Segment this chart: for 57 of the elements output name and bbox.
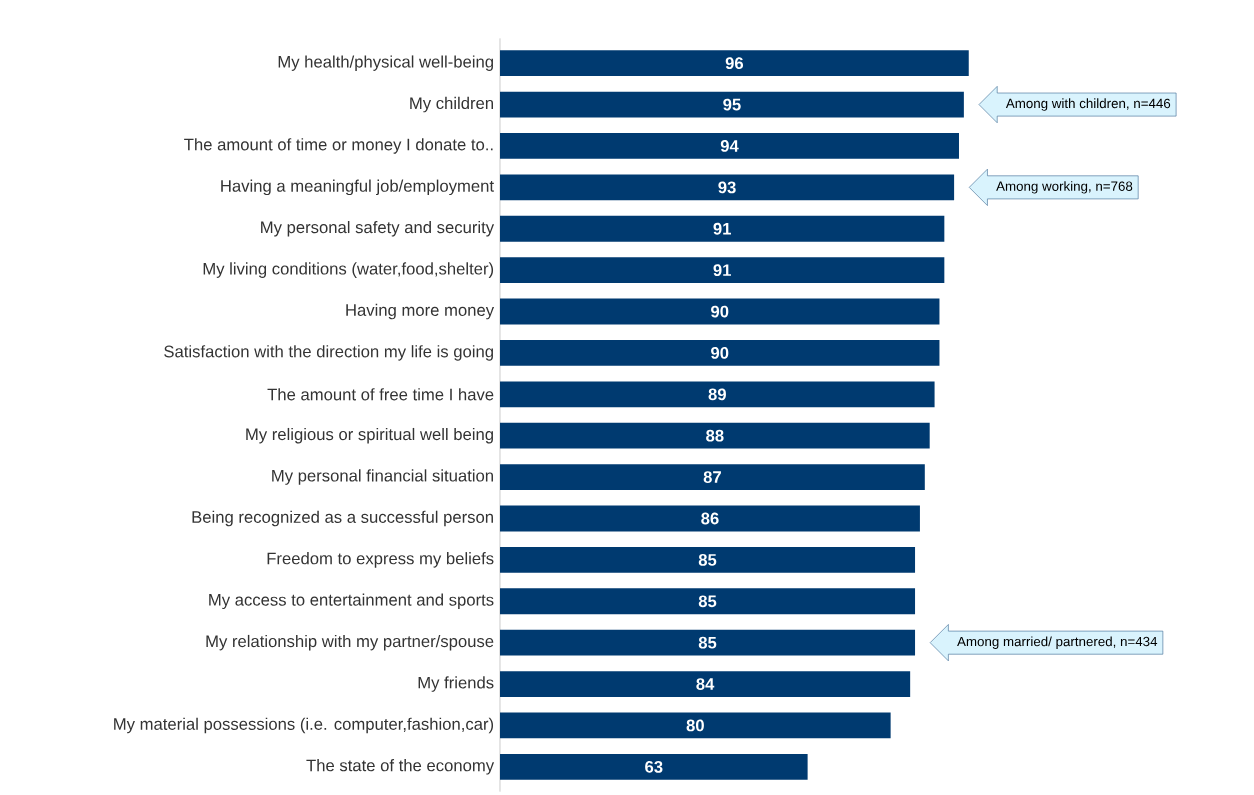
data-label: 88 [706, 429, 724, 442]
data-label: 85 [698, 636, 717, 649]
bar [500, 215, 945, 242]
y-tick-label: My material possessions (i.e. computer,fashion,car) [114, 717, 494, 734]
bar [500, 257, 945, 284]
annotation: Among married/ partnered, n=434 [957, 636, 1158, 649]
data-label: 85 [698, 595, 717, 608]
data-label: 87 [703, 471, 721, 483]
y-tick-label: My personal financial situation [272, 469, 493, 485]
data-label: 85 [698, 553, 717, 566]
y-tick-label: The amount of free time I have [267, 388, 494, 401]
y-tick-label: My religious or spiritual well being [246, 427, 493, 444]
data-label: 95 [723, 98, 741, 111]
bar [500, 588, 916, 615]
data-label: 96 [725, 57, 744, 70]
y-tick-label: My health/physical well-being [278, 55, 493, 71]
y-tick-label: My personal safety and security [261, 220, 495, 237]
y-tick-label: Having more money [346, 303, 495, 320]
bar [500, 712, 891, 739]
bar [500, 671, 911, 697]
text: Among with children, n=446 [1005, 98, 1171, 111]
data-label: 93 [718, 181, 736, 194]
data-label: 84 [696, 678, 715, 690]
y-tick-label: My access to entertainment and sports [209, 593, 494, 610]
data-label: 91 [713, 222, 731, 235]
bar [500, 340, 940, 366]
text: Among working, n=768 [996, 181, 1133, 194]
data-label: 94 [720, 140, 739, 152]
y-tick-label: Being recognized as a successful person [192, 510, 493, 527]
data-label: 89 [708, 388, 726, 401]
bar [500, 91, 964, 118]
y-tick-label: Having a meaningful job/employment [221, 179, 494, 196]
data-label: 63 [645, 760, 663, 773]
data-label: 91 [713, 264, 731, 277]
data-label: 90 [711, 347, 729, 359]
bar [500, 629, 916, 656]
bar [500, 381, 935, 408]
data-label: 90 [711, 305, 729, 318]
bar [500, 422, 930, 449]
y-tick-label: The amount of time or money I donate to.. [184, 138, 493, 154]
data-label: 86 [701, 512, 719, 525]
y-tick-label: Freedom to express my beliefs [267, 552, 494, 568]
bar [500, 546, 916, 573]
bar [500, 133, 959, 159]
bar [500, 298, 940, 325]
y-tick-label: The state of the economy [306, 759, 495, 775]
bar [500, 505, 920, 532]
y-tick-label: Satisfaction with the direction my life is going [164, 345, 493, 361]
bar [500, 753, 808, 780]
bar [500, 464, 925, 491]
bar [500, 50, 969, 77]
y-tick-label: My living conditions (water,food,shelter) [203, 262, 494, 278]
y-tick-label: My friends [418, 676, 494, 692]
y-tick-label: My relationship with my partner/spouse [206, 634, 494, 651]
y-tick-label: My children [410, 96, 493, 113]
data-label: 80 [686, 719, 704, 732]
bar [500, 174, 955, 201]
